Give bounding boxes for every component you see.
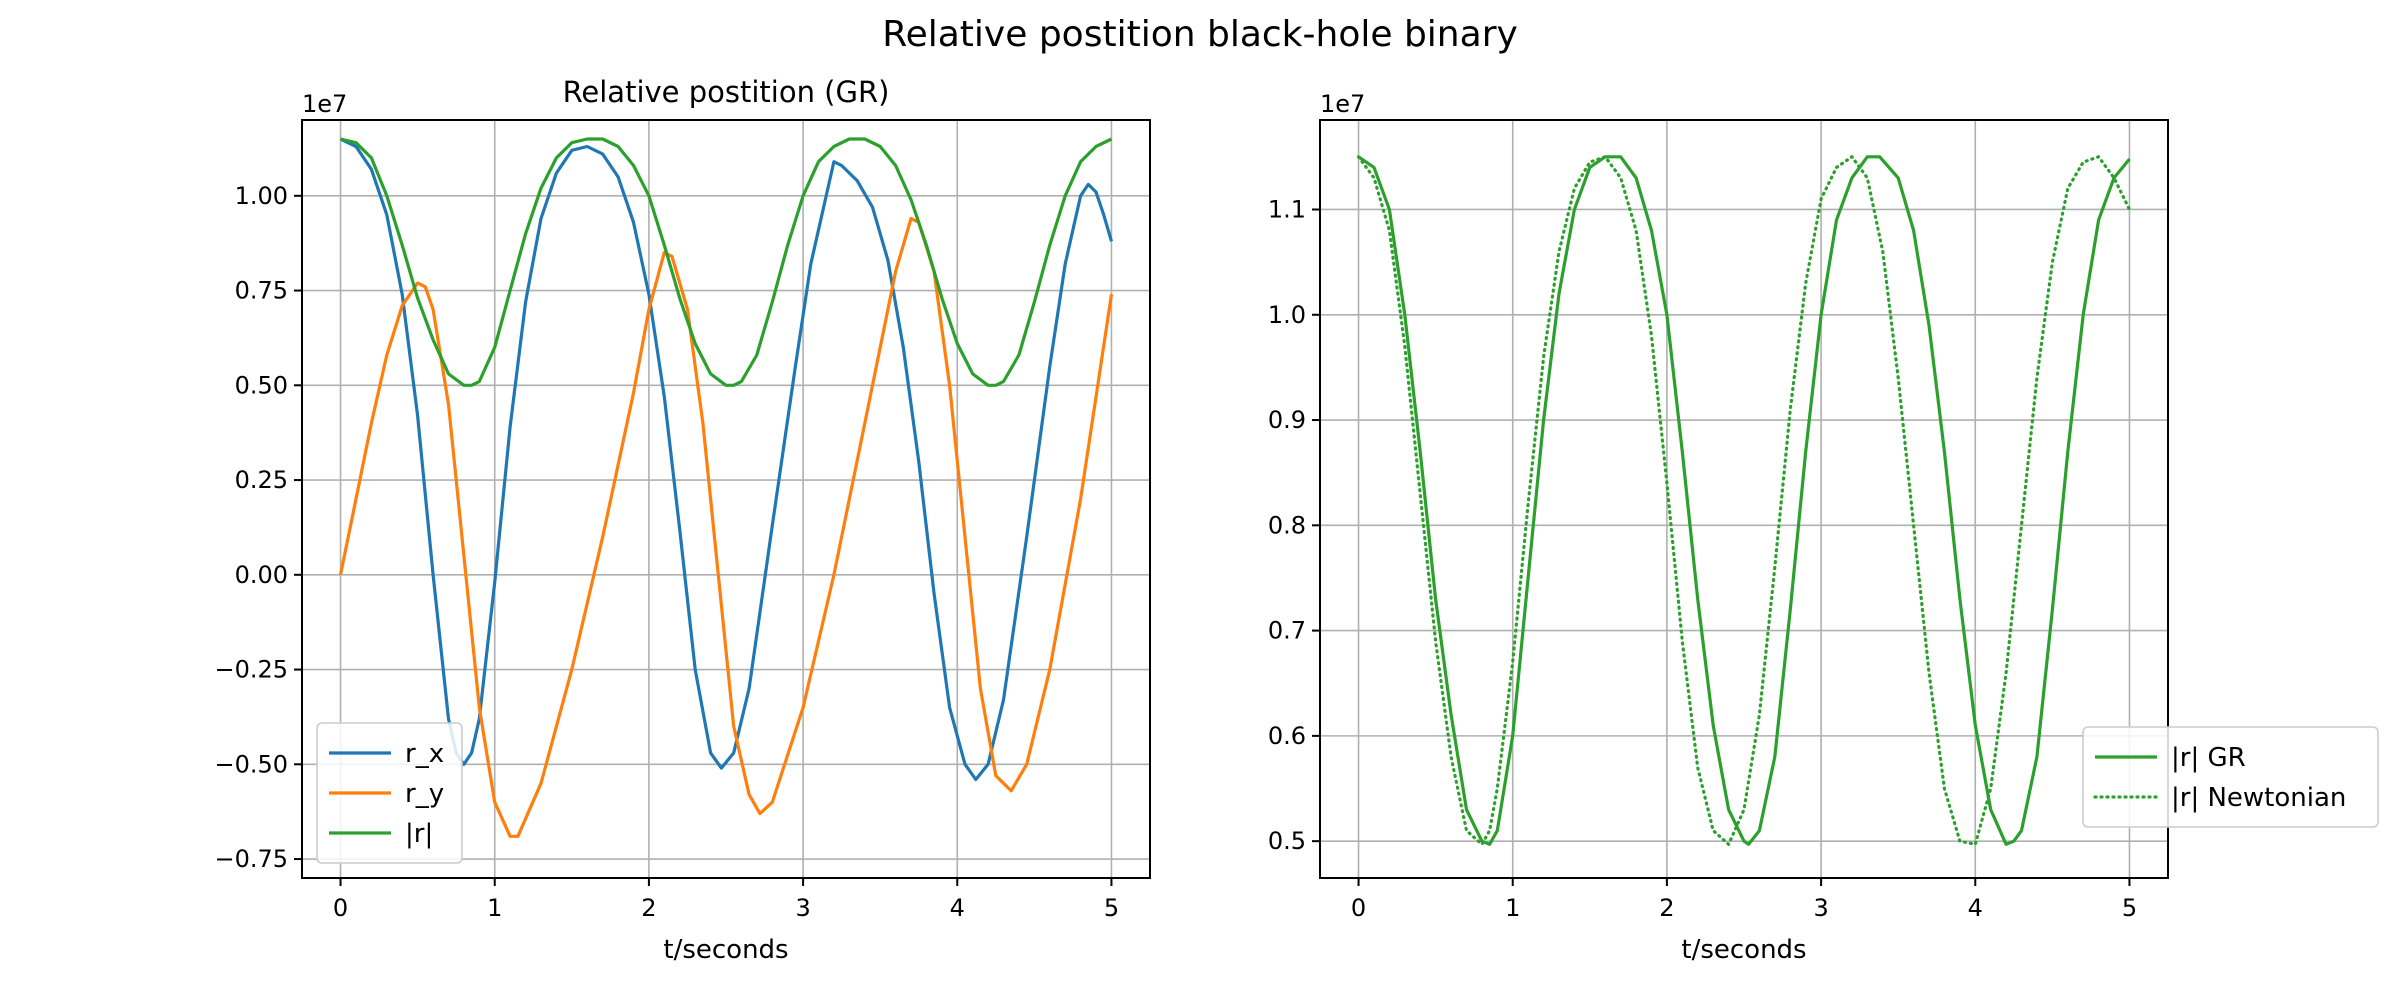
series-line-r-newtonian (1356, 155, 2132, 846)
figure-title: Relative postition black-hole binary (882, 14, 1518, 55)
y-tick-label: 0.9 (1268, 406, 1306, 434)
y-tick-label: 1.00 (235, 182, 288, 210)
series-line-r-y (338, 216, 1114, 838)
panel-title: Relative postition (GR) (563, 75, 890, 109)
series-line-r (340, 137, 1113, 387)
axes-frame (301, 119, 1151, 879)
y-tick-label: 0.8 (1268, 511, 1306, 539)
x-tick-label: 4 (950, 894, 965, 922)
legend: r_x r_y |r| (316, 722, 463, 864)
y-tick-label: 0.25 (235, 466, 288, 494)
legend-label: |r| GR (2171, 743, 2246, 773)
legend: |r| GR |r| Newtonian (2082, 726, 2379, 828)
x-tick-label: 5 (1104, 894, 1119, 922)
legend-label: |r| (405, 819, 433, 849)
legend-label: |r| Newtonian (2171, 783, 2346, 813)
x-tick-label: 3 (1813, 894, 1828, 922)
chart-panel-2: 0 1 2 3 4 5 0.5 0.6 0.7 0.8 0.9 1.0 1.1 1e7 t/seconds |… (1268, 90, 2379, 965)
chart-panel-1: 0 1 2 3 4 5 −0.75 −0.50 −0.25 0.00 0.25 0.50 0.75 1.0… (214, 75, 1151, 965)
series-line-r-x (339, 137, 1114, 782)
legend-label: r_y (405, 779, 444, 809)
x-tick-label: 0 (333, 894, 348, 922)
x-axis-label: t/seconds (663, 935, 788, 965)
x-tick-label: 1 (1505, 894, 1520, 922)
y-offset-label: 1e7 (302, 90, 347, 118)
series-line-r-gr (1357, 155, 2131, 846)
y-tick-label: 1.1 (1268, 195, 1306, 223)
x-tick-label: 2 (641, 894, 656, 922)
y-tick-label: 1.0 (1268, 301, 1306, 329)
y-tick-label: 0.00 (235, 561, 288, 589)
y-tick-label: −0.25 (214, 656, 288, 684)
legend-box (2082, 726, 2379, 828)
x-tick-label: 5 (2122, 894, 2137, 922)
x-axis-label: t/seconds (1681, 935, 1806, 965)
x-tick-label: 0 (1351, 894, 1366, 922)
y-tick-label: 0.6 (1268, 722, 1306, 750)
y-offset-label: 1e7 (1320, 90, 1365, 118)
x-tick-label: 2 (1659, 894, 1674, 922)
y-tick-label: 0.50 (235, 371, 288, 399)
x-tick-label: 1 (487, 894, 502, 922)
y-tick-label: −0.50 (214, 750, 288, 778)
legend-label: r_x (405, 739, 444, 769)
y-tick-label: 0.75 (235, 277, 288, 305)
x-tick-label: 4 (1968, 894, 1983, 922)
x-tick-label: 3 (795, 894, 810, 922)
y-tick-label: −0.75 (214, 845, 288, 873)
axes-frame (1319, 119, 2169, 879)
y-tick-label: 0.5 (1268, 827, 1306, 855)
y-tick-label: 0.7 (1268, 617, 1306, 645)
